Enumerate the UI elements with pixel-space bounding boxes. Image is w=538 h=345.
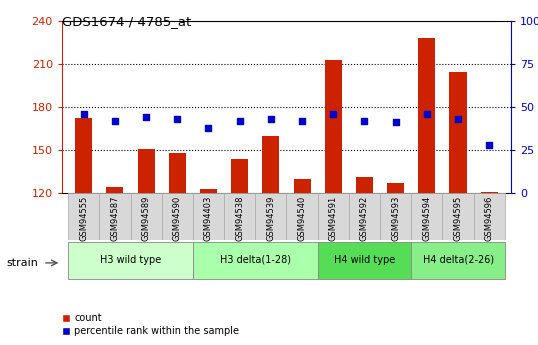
Point bbox=[236, 118, 244, 124]
Point bbox=[485, 142, 493, 148]
Point bbox=[80, 111, 88, 117]
Bar bbox=[380, 193, 411, 240]
Point bbox=[111, 118, 119, 124]
Bar bbox=[200, 189, 217, 193]
Text: GSM94595: GSM94595 bbox=[454, 196, 463, 241]
Point bbox=[298, 118, 306, 124]
Point bbox=[142, 115, 151, 120]
Text: H4 wild type: H4 wild type bbox=[334, 255, 395, 265]
Bar bbox=[294, 179, 310, 193]
Bar bbox=[162, 193, 193, 240]
Bar bbox=[68, 193, 100, 240]
Bar bbox=[68, 242, 193, 279]
Text: GSM94540: GSM94540 bbox=[298, 196, 307, 241]
Bar bbox=[107, 187, 124, 193]
Bar bbox=[286, 193, 317, 240]
Text: GSM94593: GSM94593 bbox=[391, 196, 400, 241]
Bar bbox=[418, 38, 435, 193]
Text: GSM94589: GSM94589 bbox=[141, 196, 151, 241]
Text: H3 delta(1-28): H3 delta(1-28) bbox=[220, 255, 291, 265]
Bar bbox=[411, 242, 505, 279]
Text: GSM94590: GSM94590 bbox=[173, 196, 182, 241]
Bar bbox=[387, 183, 404, 193]
Text: GDS1674 / 4785_at: GDS1674 / 4785_at bbox=[62, 16, 191, 29]
Text: GSM94538: GSM94538 bbox=[235, 196, 244, 241]
Point bbox=[360, 118, 369, 124]
Bar bbox=[224, 193, 256, 240]
Bar bbox=[411, 193, 442, 240]
Text: GSM94587: GSM94587 bbox=[110, 196, 119, 241]
Bar bbox=[317, 193, 349, 240]
Bar bbox=[356, 177, 373, 193]
Bar bbox=[193, 242, 317, 279]
Bar bbox=[193, 193, 224, 240]
Text: GSM94594: GSM94594 bbox=[422, 196, 431, 241]
Point bbox=[454, 116, 462, 122]
Text: strain: strain bbox=[6, 258, 38, 268]
Text: GSM94591: GSM94591 bbox=[329, 196, 338, 241]
Point bbox=[329, 111, 337, 117]
Bar bbox=[442, 193, 473, 240]
Legend: count, percentile rank within the sample: count, percentile rank within the sample bbox=[59, 309, 243, 340]
Point bbox=[267, 116, 275, 122]
Bar bbox=[131, 193, 162, 240]
Bar bbox=[169, 153, 186, 193]
Bar bbox=[263, 136, 279, 193]
Point bbox=[204, 125, 213, 130]
Point bbox=[391, 120, 400, 125]
Text: GSM94596: GSM94596 bbox=[485, 196, 494, 241]
Text: GSM94592: GSM94592 bbox=[360, 196, 369, 241]
Bar bbox=[138, 149, 155, 193]
Bar bbox=[325, 60, 342, 193]
Bar bbox=[317, 242, 411, 279]
Bar bbox=[256, 193, 286, 240]
Bar bbox=[449, 72, 466, 193]
Bar bbox=[480, 192, 498, 193]
Bar bbox=[100, 193, 131, 240]
Text: H4 delta(2-26): H4 delta(2-26) bbox=[422, 255, 494, 265]
Text: GSM94555: GSM94555 bbox=[79, 196, 88, 241]
Text: H3 wild type: H3 wild type bbox=[100, 255, 161, 265]
Point bbox=[422, 111, 431, 117]
Text: GSM94539: GSM94539 bbox=[266, 196, 275, 241]
Point bbox=[173, 116, 182, 122]
Bar bbox=[349, 193, 380, 240]
Bar bbox=[75, 118, 93, 193]
Text: GSM94403: GSM94403 bbox=[204, 196, 213, 241]
Bar bbox=[231, 159, 248, 193]
Bar bbox=[473, 193, 505, 240]
